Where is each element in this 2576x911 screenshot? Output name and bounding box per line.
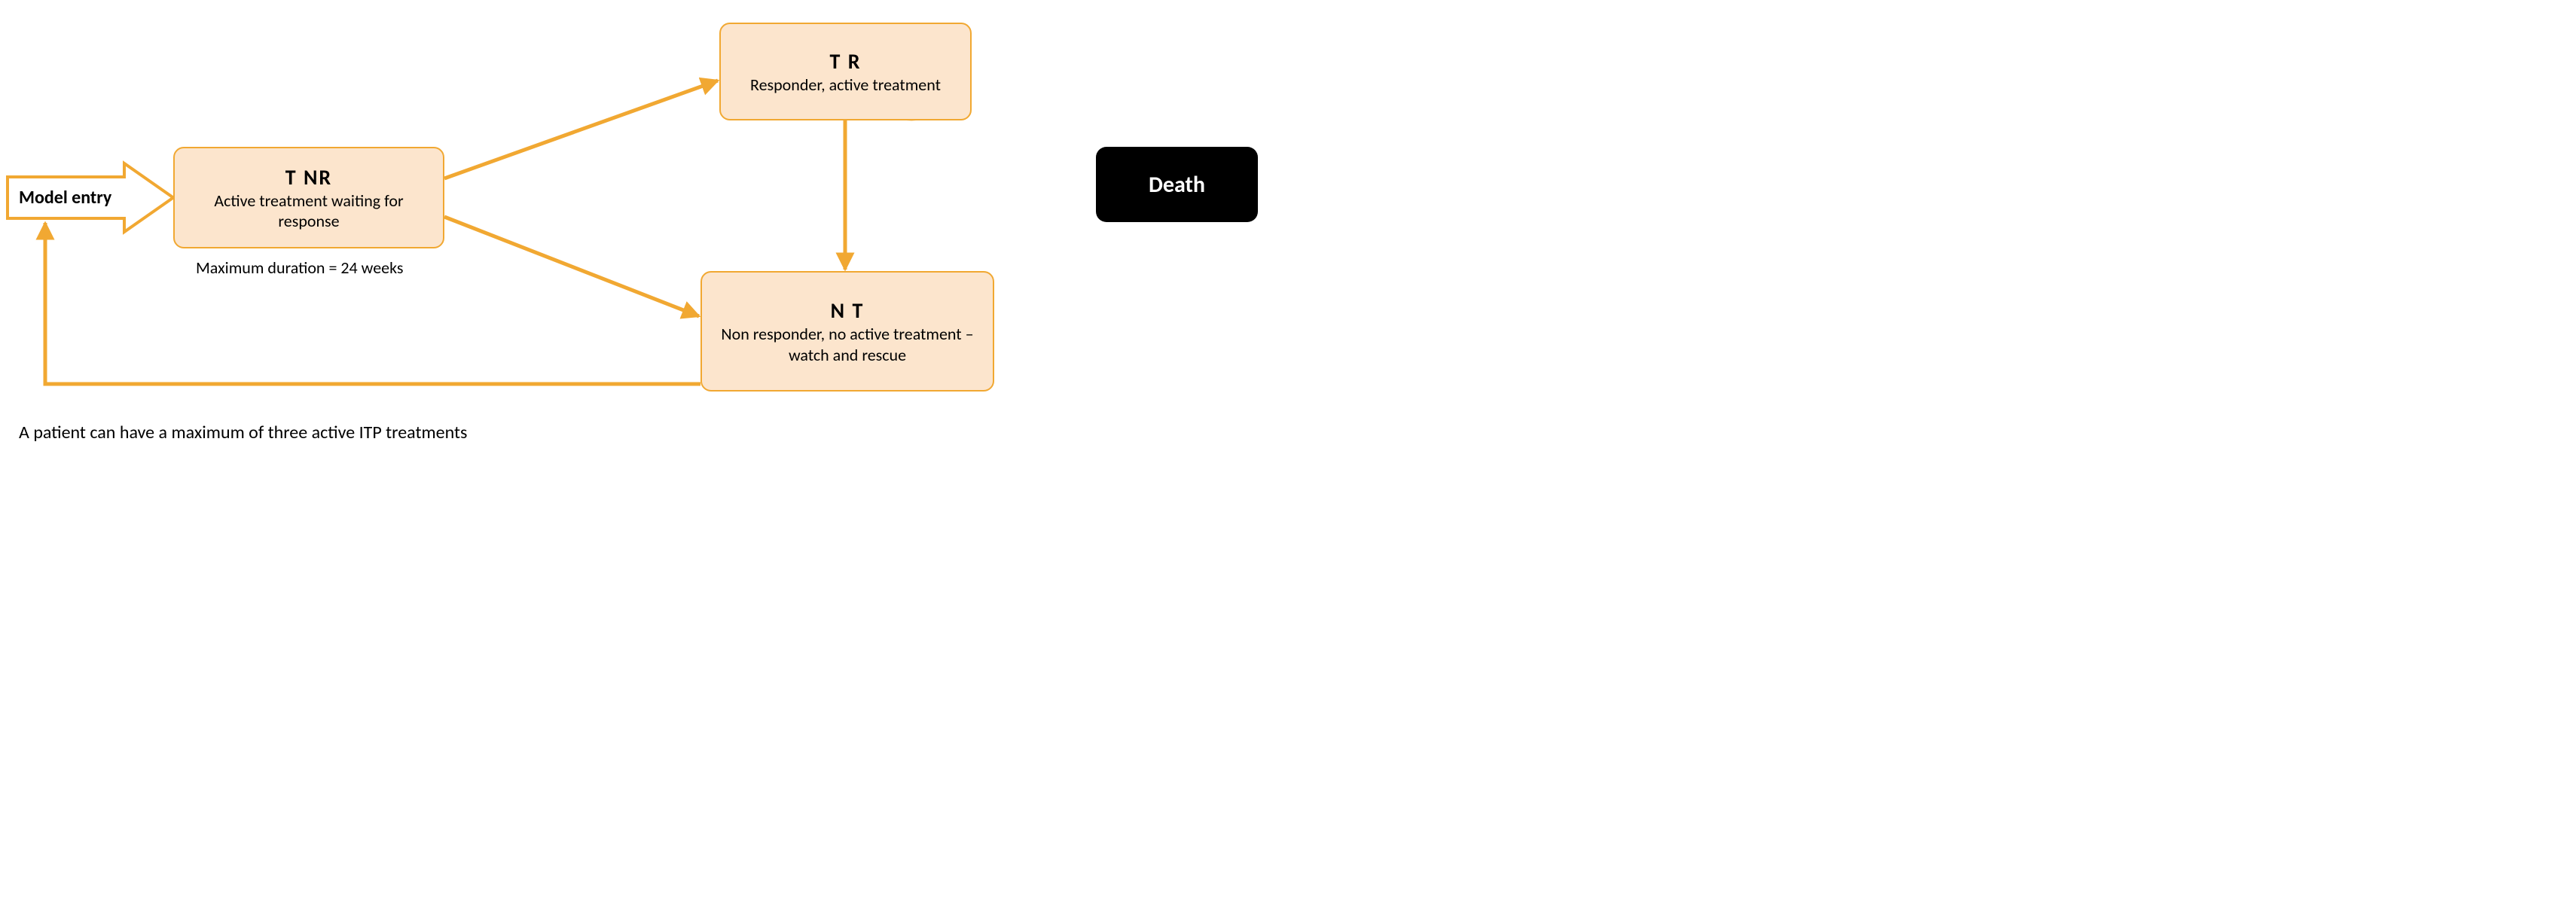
node-tr: T R Responder, active treatment bbox=[719, 23, 972, 120]
node-tr-subtitle: Responder, active treatment bbox=[750, 75, 941, 96]
node-tr-title: T R bbox=[830, 48, 862, 75]
caption-footer: A patient can have a maximum of three ac… bbox=[19, 422, 467, 443]
node-death-label: Death bbox=[1149, 171, 1205, 199]
node-tnr: T NR Active treatment waiting for respon… bbox=[173, 147, 444, 248]
node-tnr-title: T NR bbox=[285, 164, 332, 190]
node-nt-title: N T bbox=[831, 297, 865, 324]
caption-duration: Maximum duration = 24 weeks bbox=[196, 257, 404, 278]
node-nt-subtitle: Non responder, no active treatment – wat… bbox=[714, 324, 981, 365]
model-entry-label: Model entry bbox=[19, 187, 111, 209]
node-tnr-subtitle: Active treatment waiting for response bbox=[187, 190, 431, 232]
node-death: Death bbox=[1096, 147, 1258, 222]
node-nt: N T Non responder, no active treatment –… bbox=[700, 271, 994, 392]
diagram-canvas: Model entry T NR Active treatment waitin… bbox=[0, 0, 1288, 456]
